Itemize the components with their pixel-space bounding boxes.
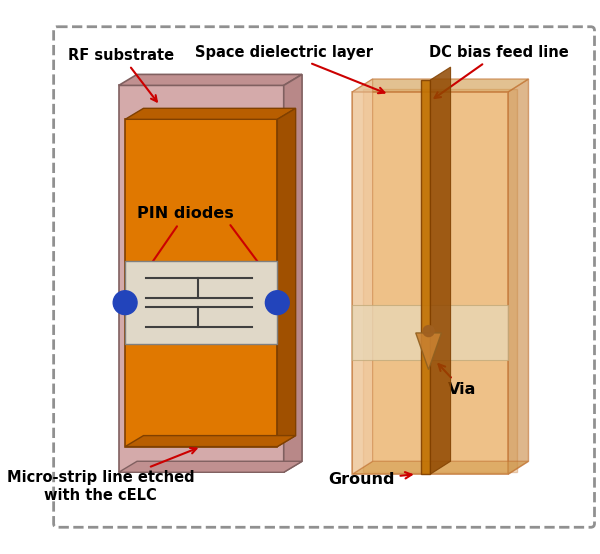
Polygon shape xyxy=(352,79,373,474)
Text: PIN diodes: PIN diodes xyxy=(137,206,234,280)
Circle shape xyxy=(423,326,434,337)
Polygon shape xyxy=(421,80,430,474)
Polygon shape xyxy=(364,89,517,472)
Polygon shape xyxy=(416,333,442,370)
Polygon shape xyxy=(352,92,508,474)
Text: Space dielectric layer: Space dielectric layer xyxy=(195,45,385,93)
Circle shape xyxy=(265,291,289,315)
Polygon shape xyxy=(119,85,284,472)
Polygon shape xyxy=(430,67,451,474)
Text: Micro-strip line etched
with the cELC: Micro-strip line etched with the cELC xyxy=(7,448,196,503)
Polygon shape xyxy=(277,109,296,447)
Polygon shape xyxy=(119,461,302,472)
Polygon shape xyxy=(352,461,529,474)
Circle shape xyxy=(113,291,137,315)
Polygon shape xyxy=(125,435,296,447)
Text: RF substrate: RF substrate xyxy=(68,48,175,101)
Polygon shape xyxy=(125,261,277,344)
Polygon shape xyxy=(352,79,529,92)
Polygon shape xyxy=(508,79,529,474)
Text: Via: Via xyxy=(439,364,476,397)
Polygon shape xyxy=(119,74,302,85)
Polygon shape xyxy=(352,305,508,361)
FancyBboxPatch shape xyxy=(53,27,595,527)
Polygon shape xyxy=(284,74,302,472)
Polygon shape xyxy=(125,119,277,447)
Text: DC bias feed line: DC bias feed line xyxy=(429,45,569,98)
Polygon shape xyxy=(125,109,296,119)
Text: Ground: Ground xyxy=(328,472,412,488)
